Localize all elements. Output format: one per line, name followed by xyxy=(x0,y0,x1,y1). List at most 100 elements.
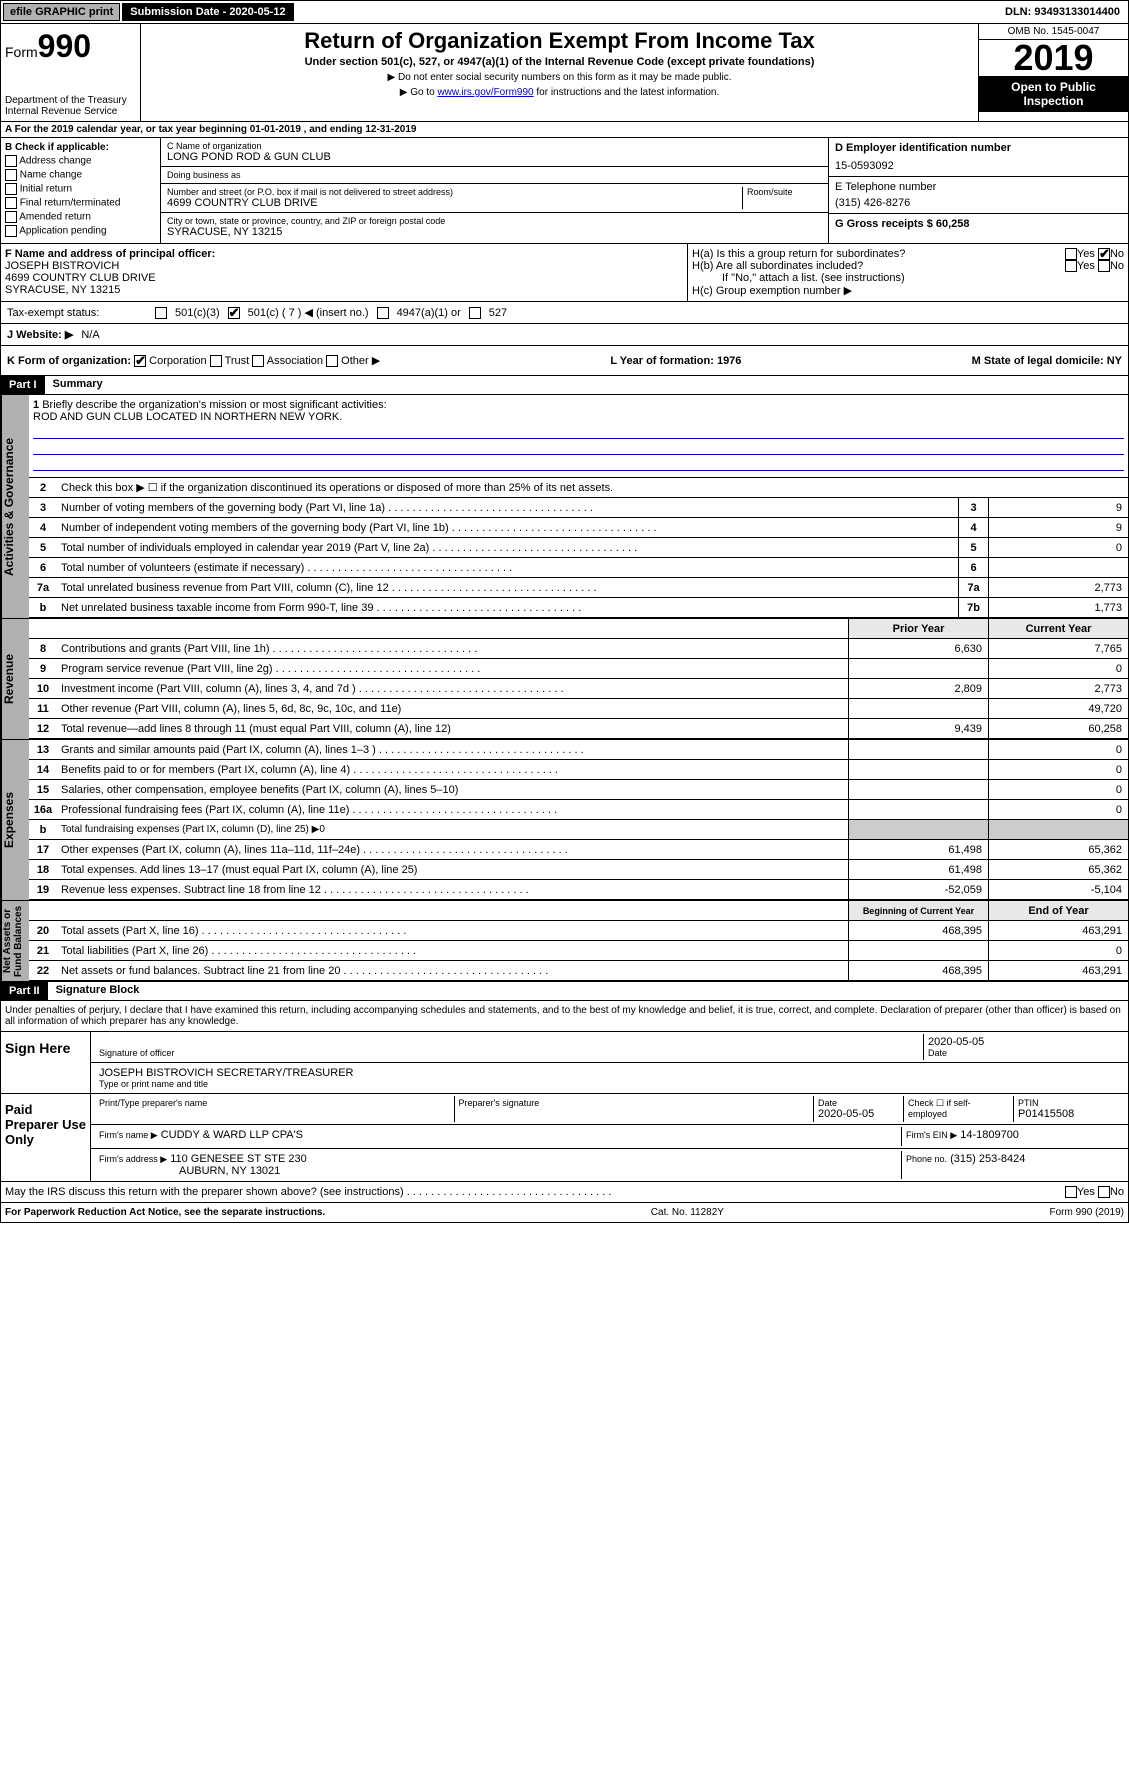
prep-name-lbl: Print/Type preparer's name xyxy=(99,1098,450,1108)
l8: Contributions and grants (Part VIII, lin… xyxy=(57,641,848,657)
cb-527[interactable] xyxy=(469,307,481,319)
p17: 61,498 xyxy=(848,840,988,859)
cb-pending[interactable] xyxy=(5,225,17,237)
c18: 65,362 xyxy=(988,860,1128,879)
l7a: Total unrelated business revenue from Pa… xyxy=(57,580,958,596)
m-state: M State of legal domicile: NY xyxy=(972,355,1122,367)
part2-title: Signature Block xyxy=(48,982,148,1000)
c-name-lbl: C Name of organization xyxy=(167,141,822,151)
v7a: 2,773 xyxy=(988,578,1128,597)
inspect1: Open to Public xyxy=(1011,80,1096,94)
cb-name[interactable] xyxy=(5,169,17,181)
sign-here: Sign Here xyxy=(1,1032,91,1093)
tax-year: 2019 xyxy=(979,40,1128,76)
lb-name: Name change xyxy=(20,170,82,181)
l12: Total revenue—add lines 8 through 11 (mu… xyxy=(57,721,848,737)
form-number: 990 xyxy=(38,28,91,64)
note-ssn: ▶ Do not enter social security numbers o… xyxy=(145,72,974,83)
current-hdr: Current Year xyxy=(988,619,1128,638)
phone: (315) 426-8276 xyxy=(835,197,1122,209)
cb-corp[interactable] xyxy=(134,355,146,367)
j-lbl: J Website: ▶ xyxy=(7,328,73,341)
type-name-lbl: Type or print name and title xyxy=(99,1079,1120,1089)
part1-title: Summary xyxy=(45,376,111,394)
hb-yes[interactable] xyxy=(1065,260,1077,272)
cb-trust[interactable] xyxy=(210,355,222,367)
c13: 0 xyxy=(988,740,1128,759)
l-year: L Year of formation: 1976 xyxy=(610,355,741,367)
city: SYRACUSE, NY 13215 xyxy=(167,226,822,238)
sig-date: 2020-05-05 xyxy=(928,1036,1120,1048)
501c3: 501(c)(3) xyxy=(175,307,220,319)
vtab-governance: Activities & Governance xyxy=(1,395,29,618)
addr-lbl: Number and street (or P.O. box if mail i… xyxy=(167,187,742,197)
part2-hdr: Part II xyxy=(1,982,48,1000)
l16a: Professional fundraising fees (Part IX, … xyxy=(57,802,848,818)
cb-4947[interactable] xyxy=(377,307,389,319)
cb-address[interactable] xyxy=(5,155,17,167)
l19: Revenue less expenses. Subtract line 18 … xyxy=(57,882,848,898)
vtab-expenses: Expenses xyxy=(1,740,29,900)
v5: 0 xyxy=(988,538,1128,557)
l16b: Total fundraising expenses (Part IX, col… xyxy=(57,822,848,837)
form-subtitle: Under section 501(c), 527, or 4947(a)(1)… xyxy=(145,56,974,68)
perjury-text: Under penalties of perjury, I declare th… xyxy=(0,1001,1129,1032)
officer-name: JOSEPH BISTROVICH xyxy=(5,260,683,272)
v3: 9 xyxy=(988,498,1128,517)
c20: 463,291 xyxy=(988,921,1128,940)
firm-phone: (315) 253-8424 xyxy=(950,1153,1025,1165)
room-lbl: Room/suite xyxy=(747,187,822,197)
discuss-no[interactable] xyxy=(1098,1186,1110,1198)
ha-no[interactable] xyxy=(1098,248,1110,260)
firm-name: CUDDY & WARD LLP CPA'S xyxy=(161,1129,303,1141)
l5: Total number of individuals employed in … xyxy=(57,540,958,556)
prep-date: 2020-05-05 xyxy=(818,1108,899,1120)
l2: Check this box ▶ ☐ if the organization d… xyxy=(57,479,1128,496)
dept: Department of the Treasury xyxy=(5,95,136,106)
no1: No xyxy=(1110,248,1124,260)
i-lbl: Tax-exempt status: xyxy=(7,307,147,319)
no2: No xyxy=(1110,260,1124,272)
cb-initial[interactable] xyxy=(5,183,17,195)
top-bar: efile GRAPHIC print Submission Date - 20… xyxy=(0,0,1129,24)
p11 xyxy=(848,699,988,718)
lb-initial: Initial return xyxy=(20,184,72,195)
efile-btn[interactable]: efile GRAPHIC print xyxy=(3,3,120,21)
mission-txt: ROD AND GUN CLUB LOCATED IN NORTHERN NEW… xyxy=(33,411,342,423)
ha-yes[interactable] xyxy=(1065,248,1077,260)
c16a: 0 xyxy=(988,800,1128,819)
note2-post: for instructions and the latest informat… xyxy=(534,87,720,98)
officer-addr2: SYRACUSE, NY 13215 xyxy=(5,284,683,296)
c9: 0 xyxy=(988,659,1128,678)
c10: 2,773 xyxy=(988,679,1128,698)
p18: 61,498 xyxy=(848,860,988,879)
l17: Other expenses (Part IX, column (A), lin… xyxy=(57,842,848,858)
entity-block: B Check if applicable: Address change Na… xyxy=(0,138,1129,244)
form-title: Return of Organization Exempt From Incom… xyxy=(145,28,974,54)
l4: Number of independent voting members of … xyxy=(57,520,958,536)
form990-link[interactable]: www.irs.gov/Form990 xyxy=(437,87,533,98)
cb-501c[interactable] xyxy=(228,307,240,319)
box-b-label: B Check if applicable: xyxy=(5,142,156,153)
p10: 2,809 xyxy=(848,679,988,698)
hb-no[interactable] xyxy=(1098,260,1110,272)
v6 xyxy=(988,558,1128,577)
v7b: 1,773 xyxy=(988,598,1128,617)
cb-501c3[interactable] xyxy=(155,307,167,319)
ptin: P01415508 xyxy=(1018,1108,1120,1120)
cb-other[interactable] xyxy=(326,355,338,367)
prep-date-lbl: Date xyxy=(818,1098,899,1108)
begin-hdr: Beginning of Current Year xyxy=(848,901,988,920)
fgh-block: F Name and address of principal officer:… xyxy=(0,244,1129,302)
cb-amended[interactable] xyxy=(5,211,17,223)
discuss-yes[interactable] xyxy=(1065,1186,1077,1198)
4947: 4947(a)(1) or xyxy=(397,307,461,319)
city-lbl: City or town, state or province, country… xyxy=(167,216,822,226)
footer: For Paperwork Reduction Act Notice, see … xyxy=(0,1203,1129,1223)
cb-final[interactable] xyxy=(5,197,17,209)
d-lbl: D Employer identification number xyxy=(835,142,1122,154)
lb-pending: Application pending xyxy=(19,226,106,237)
lb-amended: Amended return xyxy=(19,212,91,223)
firm-addr: 110 GENESEE ST STE 230 xyxy=(170,1153,307,1165)
cb-assoc[interactable] xyxy=(252,355,264,367)
